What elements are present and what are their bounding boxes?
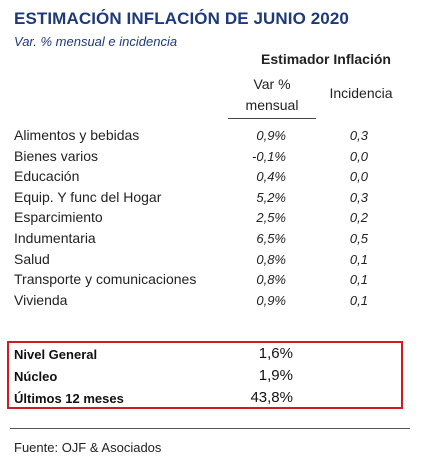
row-incidence: 0,3 bbox=[349, 189, 368, 205]
row-label: Transporte y comunicaciones bbox=[14, 271, 197, 288]
row-incidence: 0,5 bbox=[349, 230, 368, 246]
table-row: Esparcimiento 2,5% 0,2 bbox=[0, 209, 423, 230]
source-note: Fuente: OJF & Asociados bbox=[14, 440, 162, 455]
table-row: Vivienda 0,9% 0,1 bbox=[0, 292, 423, 313]
row-label: Alimentos y bebidas bbox=[14, 127, 140, 143]
table-row: Equip. Y func del Hogar 5,2% 0,3 bbox=[0, 189, 423, 210]
row-label: Equip. Y func del Hogar bbox=[14, 188, 162, 205]
row-incidence: 0,3 bbox=[349, 128, 368, 143]
column-header-incidence: Incidencia bbox=[329, 85, 393, 101]
report-subtitle: Var. % mensual e incidencia bbox=[14, 34, 178, 49]
row-var: 0,9% bbox=[256, 128, 286, 143]
table-row: Salud 0,8% 0,1 bbox=[0, 251, 423, 272]
row-label: Indumentaria bbox=[14, 229, 96, 246]
row-label: Vivienda bbox=[14, 291, 68, 308]
row-var: 0,8% bbox=[256, 272, 286, 288]
row-var: 0,4% bbox=[256, 169, 286, 185]
table-row: Educación 0,4% 0,0 bbox=[0, 168, 423, 189]
column-header-var-line2: mensual bbox=[245, 97, 299, 113]
summary-value: 1,9% bbox=[258, 367, 293, 384]
category-rows: Alimentos y bebidas 0,9% 0,3 Bienes vari… bbox=[0, 127, 423, 312]
row-incidence: 0,2 bbox=[349, 210, 368, 226]
row-label: Esparcimiento bbox=[14, 209, 103, 226]
summary-label: Últimos 12 meses bbox=[14, 391, 124, 406]
row-incidence: 0,1 bbox=[349, 292, 368, 308]
row-label: Educación bbox=[14, 168, 80, 185]
row-label: Salud bbox=[14, 250, 50, 267]
row-incidence: 0,0 bbox=[349, 148, 368, 164]
summary-box: Nivel General 1,6% Núcleo 1,9% Últimos 1… bbox=[7, 341, 403, 409]
row-label: Bienes varios bbox=[14, 147, 99, 164]
summary-row-nivel-general: Nivel General 1,6% bbox=[9, 343, 401, 365]
table-row: Bienes varios -0,1% 0,0 bbox=[0, 148, 423, 169]
column-group-header: Estimador Inflación bbox=[261, 51, 391, 67]
row-var: 0,8% bbox=[256, 251, 286, 267]
summary-value: 43,8% bbox=[250, 389, 293, 406]
table-row: Indumentaria 6,5% 0,5 bbox=[0, 230, 423, 251]
column-header-var: Var % mensual bbox=[228, 74, 316, 119]
summary-value: 1,6% bbox=[258, 345, 293, 362]
row-incidence: 0,0 bbox=[349, 169, 368, 185]
row-var: 0,9% bbox=[256, 292, 286, 308]
summary-label: Núcleo bbox=[14, 369, 58, 384]
column-header-var-line1: Var % bbox=[253, 76, 291, 92]
footer-divider bbox=[10, 428, 410, 429]
row-var: 6,5% bbox=[256, 230, 286, 246]
row-incidence: 0,1 bbox=[349, 272, 368, 288]
table-row: Alimentos y bebidas 0,9% 0,3 bbox=[0, 127, 423, 148]
row-incidence: 0,1 bbox=[349, 251, 368, 267]
row-var: -0,1% bbox=[252, 148, 286, 164]
row-var: 2,5% bbox=[256, 210, 286, 226]
report-title: ESTIMACIÓN INFLACIÓN DE JUNIO 2020 bbox=[14, 9, 349, 28]
table-row: Transporte y comunicaciones 0,8% 0,1 bbox=[0, 271, 423, 292]
row-var: 5,2% bbox=[256, 189, 286, 205]
summary-row-ultimos-12-meses: Últimos 12 meses 43,8% bbox=[9, 387, 401, 409]
summary-label: Nivel General bbox=[14, 347, 98, 362]
summary-row-nucleo: Núcleo 1,9% bbox=[9, 365, 401, 387]
